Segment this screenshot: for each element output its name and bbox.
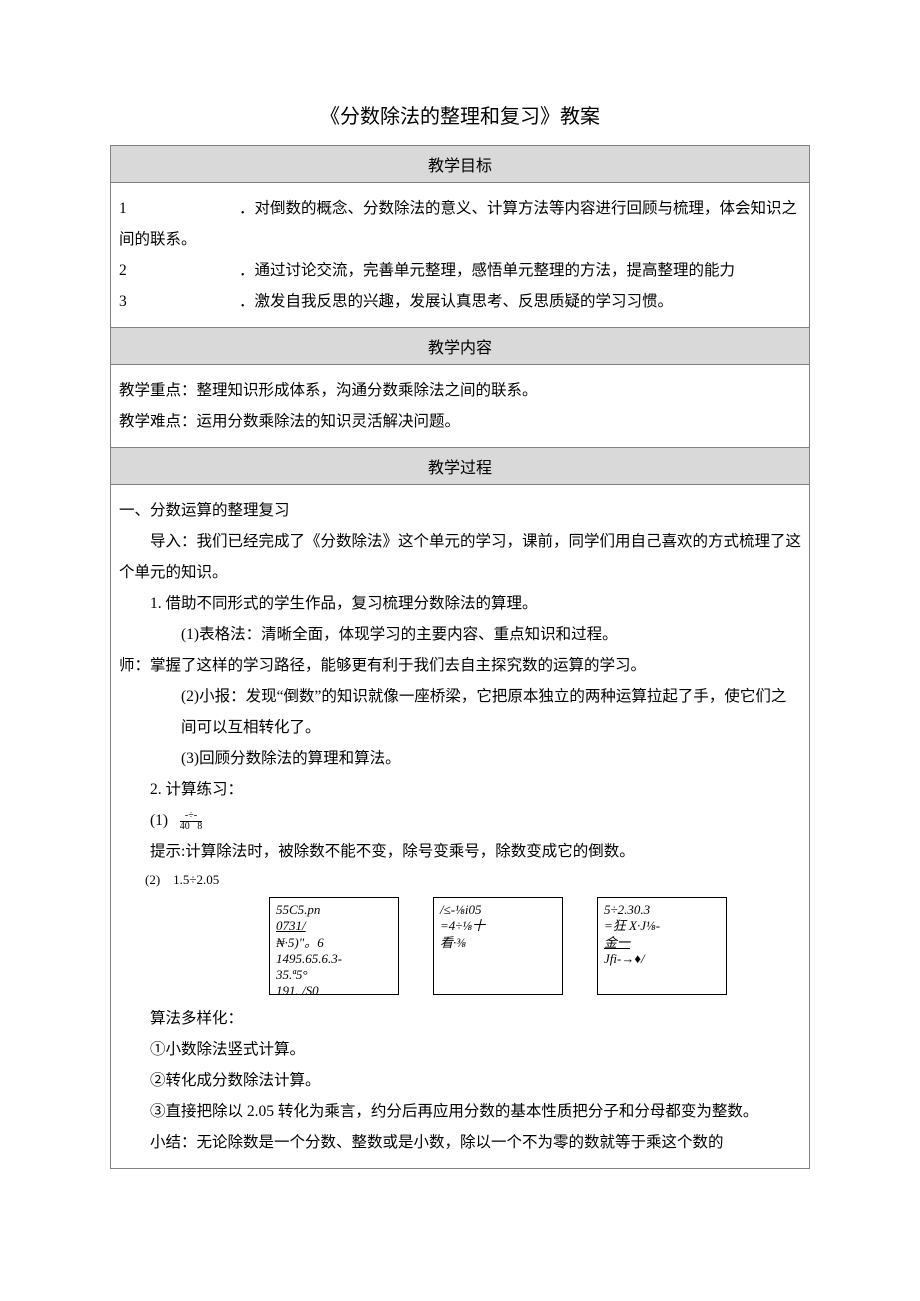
calc-line: 35.ª5° <box>276 967 392 983</box>
variation-2: ②转化成分数除法计算。 <box>119 1065 801 1096</box>
goal-number: 2 <box>119 255 239 286</box>
calc-line: 0731/ <box>276 918 392 934</box>
process-h1: 一、分数运算的整理复习 <box>119 495 801 526</box>
content-focus: 教学重点：整理知识形成体系，沟通分数乘除法之间的联系。 <box>119 375 801 406</box>
process-body: 一、分数运算的整理复习 导入：我们已经完成了《分数除法》这个单元的学习，课前，同… <box>111 485 809 1168</box>
focus-label: 教学重点： <box>119 382 197 399</box>
goals-header: 教学目标 <box>111 146 809 182</box>
frac-bot-left: 40 <box>180 821 190 832</box>
content-difficulty: 教学难点：运用分数乘除法的知识灵活解决问题。 <box>119 406 801 437</box>
goal-text: ．激发自我反思的兴趣，发展认真思考、反思质疑的学习习惯。 <box>239 293 673 310</box>
document-title: 《分数除法的整理和复习》教案 <box>110 100 810 129</box>
difficulty-text: 运用分数乘除法的知识灵活解决问题。 <box>197 413 461 430</box>
variation-3: ③直接把除以 2.05 转化为乘言，约分后再应用分数的基本性质把分子和分母都变为… <box>119 1096 801 1127</box>
focus-text: 整理知识形成体系，沟通分数乘除法之间的联系。 <box>197 382 538 399</box>
calc-box-1: 55C5.pn 0731/ ₦·5)"。6 1495.65.6.3- 35.ª5… <box>269 897 399 995</box>
calc-box-3: 5÷2.30.3 =狂 X·J⅛- 金一 Jfi-→♦/ <box>597 897 727 995</box>
goal-item-2: 2．通过讨论交流，完善单元整理，感悟单元整理的方法，提高整理的能力 <box>119 255 801 286</box>
content-body: 教学重点：整理知识形成体系，沟通分数乘除法之间的联系。 教学难点：运用分数乘除法… <box>111 365 809 447</box>
calc-line: 看·⅜ <box>440 935 556 951</box>
process-p1c: (3)回顾分数除法的算理和算法。 <box>119 743 801 774</box>
summary-text: 小结：无论除数是一个分数、整数或是小数，除以一个不为零的数就等于乘这个数的 <box>119 1127 801 1158</box>
process-p2: 2. 计算练习： <box>119 774 801 805</box>
calc-line: 191. /S0 <box>276 983 392 995</box>
variation-title: 算法多样化： <box>119 1003 801 1034</box>
goal-number: 3 <box>119 286 239 317</box>
goal-text: ．通过讨论交流，完善单元整理，感悟单元整理的方法，提高整理的能力 <box>239 262 735 279</box>
content-header: 教学内容 <box>111 328 809 364</box>
difficulty-label: 教学难点： <box>119 413 197 430</box>
lesson-plan-table: 教学目标 1．对倒数的概念、分数除法的意义、计算方法等内容进行回顾与梳理，体会知… <box>110 145 810 1169</box>
goals-body: 1．对倒数的概念、分数除法的意义、计算方法等内容进行回顾与梳理，体会知识之间的联… <box>111 183 809 327</box>
goal-item-1: 1．对倒数的概念、分数除法的意义、计算方法等内容进行回顾与梳理，体会知识之间的联… <box>119 193 801 255</box>
hint-text: 提示:计算除法时，被除数不能不变，除号变乘号，除数变成它的倒数。 <box>119 836 801 867</box>
process-intro: 导入：我们已经完成了《分数除法》这个单元的学习，课前，同学们用自己喜欢的方式梳理… <box>119 526 801 588</box>
calc-line: 5÷2.30.3 <box>604 902 720 918</box>
calc-line: /≤-⅛i05 <box>440 902 556 918</box>
process-p1: 1. 借助不同形式的学生作品，复习梳理分数除法的算理。 <box>119 588 801 619</box>
calc-line: 1495.65.6.3- <box>276 951 392 967</box>
calc-box-2: /≤-⅛i05 =4÷⅛十 看·⅜ <box>433 897 563 995</box>
calc-line: ₦·5)"。6 <box>276 935 392 951</box>
variation-1: ①小数除法竖式计算。 <box>119 1034 801 1065</box>
exercise-1: (1) -÷- 40 8 <box>119 805 801 836</box>
calculation-boxes: 55C5.pn 0731/ ₦·5)"。6 1495.65.6.3- 35.ª5… <box>119 897 801 995</box>
calc-line: 金一 <box>604 935 720 951</box>
process-teacher: 师：掌握了这样的学习路径，能够更有利于我们去自主探究数的运算的学习。 <box>119 650 801 681</box>
calc-line: 55C5.pn <box>276 902 392 918</box>
page-container: 《分数除法的整理和复习》教案 教学目标 1．对倒数的概念、分数除法的意义、计算方… <box>0 0 920 1229</box>
ex1-fraction: -÷- 40 8 <box>180 811 203 832</box>
frac-bot-right: 8 <box>197 821 202 832</box>
process-p1b: (2)小报：发现“倒数”的知识就像一座桥梁，它把原本独立的两种运算拉起了手，使它… <box>119 681 801 743</box>
frac-bottom: 40 8 <box>180 821 203 832</box>
calc-line: =狂 X·J⅛- <box>604 918 720 934</box>
process-header: 教学过程 <box>111 448 809 484</box>
ex1-label: (1) <box>150 812 168 829</box>
exercise-2-label: (2) 1.5÷2.05 <box>119 867 801 893</box>
goal-number: 1 <box>119 193 239 224</box>
calc-line: =4÷⅛十 <box>440 918 556 934</box>
process-p1a: (1)表格法：清晰全面，体现学习的主要内容、重点知识和过程。 <box>119 619 801 650</box>
frac-top: -÷- <box>180 811 203 821</box>
goal-item-3: 3．激发自我反思的兴趣，发展认真思考、反思质疑的学习习惯。 <box>119 286 801 317</box>
calc-line: Jfi-→♦/ <box>604 951 720 967</box>
